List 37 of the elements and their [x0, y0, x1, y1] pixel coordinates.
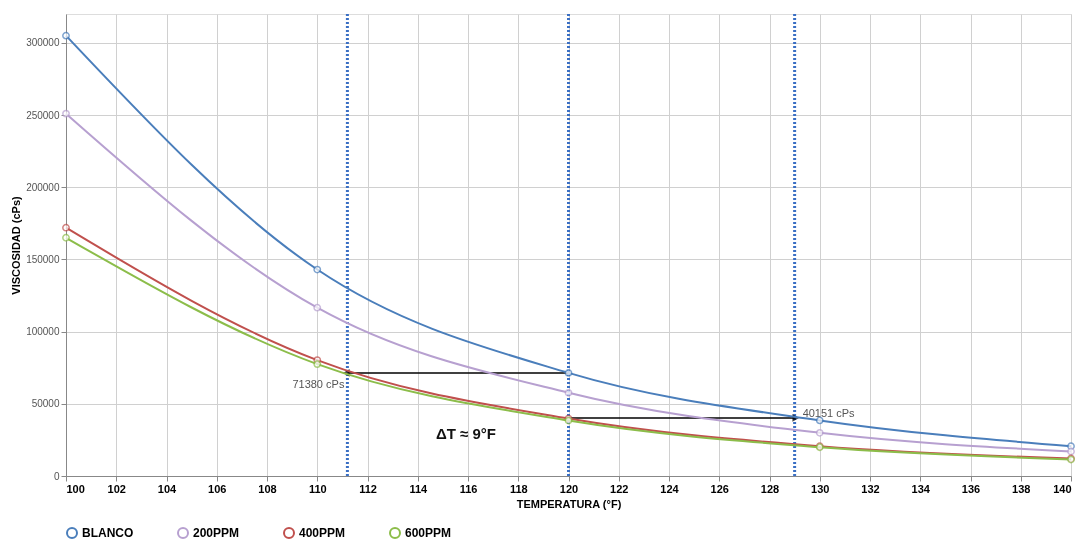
y-tick-label: 250000	[26, 109, 60, 121]
x-tick-label: 112	[359, 482, 377, 495]
x-tick-label: 126	[710, 482, 729, 495]
x-tick-label: 110	[308, 482, 327, 495]
x-tick-label: 130	[811, 482, 830, 495]
y-tick-label: 50000	[31, 398, 60, 410]
x-tick-label: 114	[409, 482, 428, 495]
x-tick-label: 134	[911, 482, 931, 495]
x-tick-label: 120	[559, 482, 579, 495]
x-tick-label: 140	[1053, 482, 1072, 495]
y-tick-label: 150000	[26, 253, 60, 265]
x-tick-label: 106	[208, 482, 227, 495]
legend-label: 600PPM	[405, 526, 452, 540]
x-tick-label: 102	[107, 482, 126, 495]
annotation: 71380 cPs	[292, 377, 345, 390]
x-tick-label: 116	[459, 482, 478, 495]
y-tick-label: 100000	[26, 326, 60, 338]
x-tick-label: 118	[509, 482, 528, 495]
x-tick-label: 136	[961, 482, 981, 495]
annotation: ΔT ≈ 9°F	[435, 425, 497, 442]
x-axis-title: TEMPERATURA (°F)	[516, 497, 622, 510]
y-axis-title: VISCOSIDAD (cPs)	[10, 195, 23, 295]
x-tick-label: 104	[157, 482, 178, 495]
legend-label: 400PPM	[299, 526, 346, 540]
legend-label: 200PPM	[193, 526, 240, 540]
y-tick-label: 0	[53, 470, 60, 482]
x-tick-label: 108	[258, 482, 277, 495]
legend-label: BLANCO	[82, 526, 134, 540]
x-tick-label: 128	[760, 482, 780, 495]
x-tick-label: 138	[1012, 482, 1031, 495]
annotation: 40151 cPs	[802, 407, 856, 420]
x-tick-label: 122	[610, 482, 629, 495]
x-tick-label: 124	[660, 482, 680, 495]
x-tick-label: 100	[66, 482, 85, 495]
y-tick-label: 200000	[26, 181, 60, 193]
y-tick-label: 300000	[26, 37, 60, 49]
x-tick-label: 132	[861, 482, 880, 495]
